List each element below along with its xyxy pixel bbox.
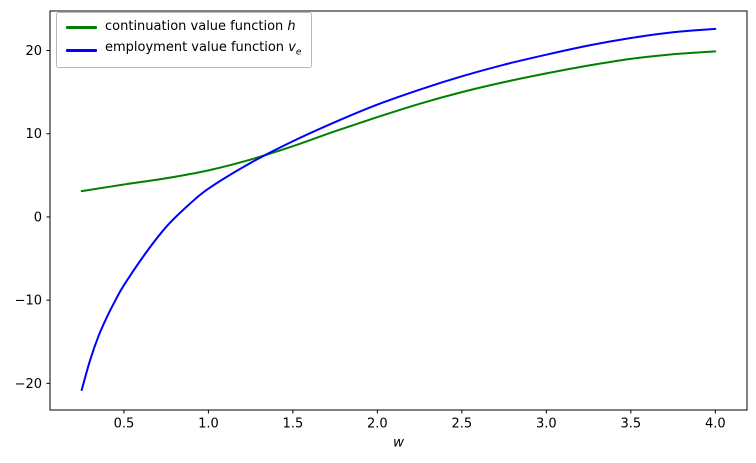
y-tick-label: 20	[25, 44, 42, 59]
y-tick-label: −20	[15, 377, 42, 392]
legend-item-ve: employment value function ve	[66, 41, 301, 58]
x-tick-label: 3.5	[620, 417, 641, 432]
legend-label-ve-text: employment value function	[105, 40, 289, 56]
x-tick-label: 2.5	[452, 417, 473, 432]
x-tick-label: 4.0	[705, 417, 726, 432]
x-tick-label: 0.5	[114, 417, 135, 432]
y-tick-label: −10	[15, 294, 42, 309]
x-tick-label: 1.5	[283, 417, 304, 432]
legend: continuation value function h employment…	[56, 12, 313, 68]
legend-label-ve-math-sub: e	[295, 47, 302, 58]
legend-line-sample-h	[66, 25, 97, 29]
x-tick-label: 3.0	[536, 417, 557, 432]
legend-label-ve-math-v: v	[288, 40, 296, 56]
series-line-0	[80, 50, 717, 193]
x-axis-label: w	[393, 435, 405, 451]
legend-label-ve: employment value function ve	[105, 41, 301, 58]
legend-label-h-text: continuation value function	[105, 19, 288, 34]
legend-label-ve-math: ve	[288, 40, 302, 58]
legend-label-h-math: h	[287, 19, 296, 34]
y-tick-label: 10	[25, 127, 42, 142]
legend-label-h: continuation value function h	[105, 19, 296, 34]
legend-line-sample-ve	[66, 48, 97, 52]
x-tick-label: 1.0	[198, 417, 219, 432]
legend-item-h: continuation value function h	[66, 19, 301, 34]
x-tick-label: 2.0	[367, 417, 388, 432]
series-line-1	[80, 27, 717, 392]
plot-area	[49, 10, 748, 411]
y-tick-label: 0	[34, 210, 42, 225]
